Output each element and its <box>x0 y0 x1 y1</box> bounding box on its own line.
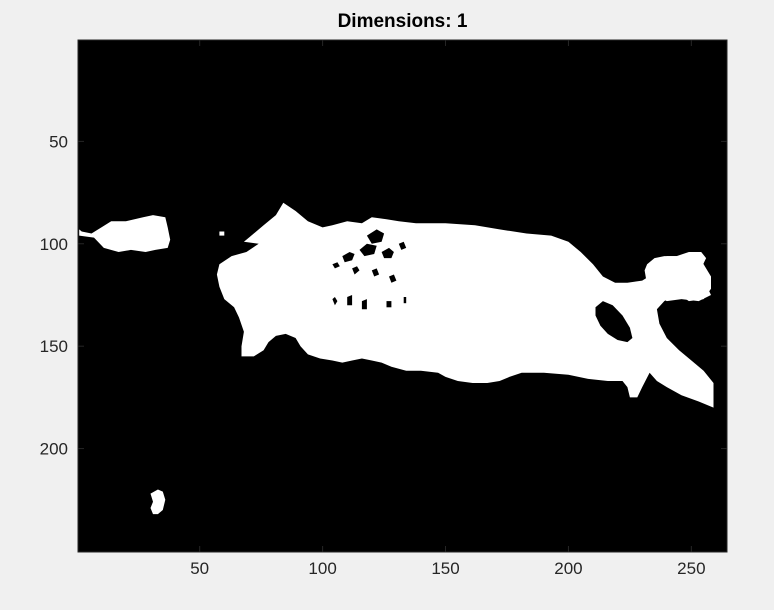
y-tick-label: 50 <box>49 132 68 151</box>
mask-hole-speck-3 <box>366 229 385 244</box>
mask-hole-speck-14 <box>403 297 407 304</box>
mask-hole-speck-9 <box>398 241 407 250</box>
hole-layer <box>332 229 633 343</box>
mask-hole-speck-2 <box>359 243 377 257</box>
x-tick-label: 50 <box>190 559 209 578</box>
mask-hole-speck-12 <box>386 301 392 308</box>
x-tick-label: 100 <box>308 559 336 578</box>
mask-region-head-blob <box>644 252 711 302</box>
mask-hole-oval-hole <box>595 301 633 343</box>
mask-hole-speck-1 <box>342 252 355 263</box>
mask-region-bottom-speck <box>150 489 166 515</box>
mask-hole-speck-6 <box>371 268 380 277</box>
mask-hole-speck-11 <box>361 299 367 310</box>
mask-layer <box>79 202 714 515</box>
x-axis: 50 100 150 200 250 <box>190 40 706 578</box>
mask-hole-speck-7 <box>389 274 397 283</box>
x-tick-label: 150 <box>431 559 459 578</box>
x-tick-label: 200 <box>554 559 582 578</box>
mask-hole-speck-8 <box>332 262 340 269</box>
mask-hole-speck-13 <box>332 297 338 306</box>
mask-region-main-body <box>216 202 714 408</box>
y-axis: 50 100 150 200 <box>40 132 727 459</box>
y-tick-label: 100 <box>40 235 68 254</box>
y-tick-label: 200 <box>40 440 68 459</box>
x-tick-label: 250 <box>677 559 705 578</box>
y-tick-label: 150 <box>40 337 68 356</box>
mask-hole-speck-5 <box>352 266 360 275</box>
mask-hole-speck-10 <box>347 295 353 306</box>
mask-region-small-speck <box>219 231 225 236</box>
figure-title: Dimensions: 1 <box>337 11 468 32</box>
axes-frame <box>77 39 728 553</box>
mask-region-left-blob <box>79 215 171 252</box>
mask-hole-speck-4 <box>381 247 394 259</box>
